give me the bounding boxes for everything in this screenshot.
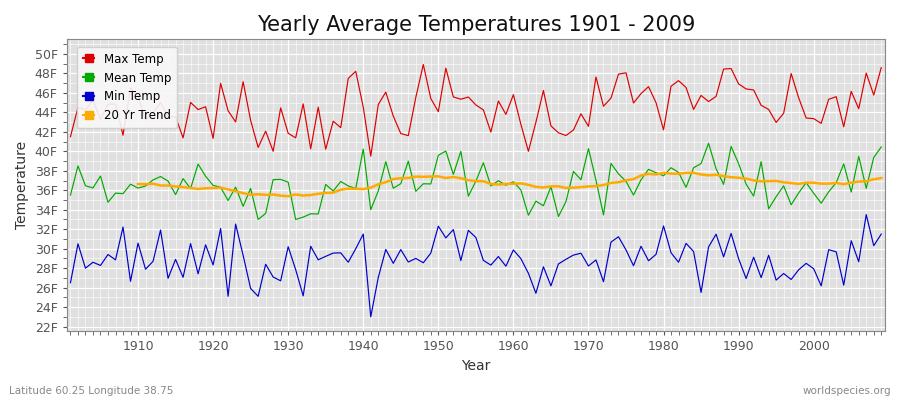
Text: Latitude 60.25 Longitude 38.75: Latitude 60.25 Longitude 38.75 <box>9 386 174 396</box>
Y-axis label: Temperature: Temperature <box>15 141 29 230</box>
Title: Yearly Average Temperatures 1901 - 2009: Yearly Average Temperatures 1901 - 2009 <box>256 15 695 35</box>
X-axis label: Year: Year <box>461 359 491 373</box>
Legend: Max Temp, Mean Temp, Min Temp, 20 Yr Trend: Max Temp, Mean Temp, Min Temp, 20 Yr Tre… <box>76 47 177 128</box>
Text: worldspecies.org: worldspecies.org <box>803 386 891 396</box>
